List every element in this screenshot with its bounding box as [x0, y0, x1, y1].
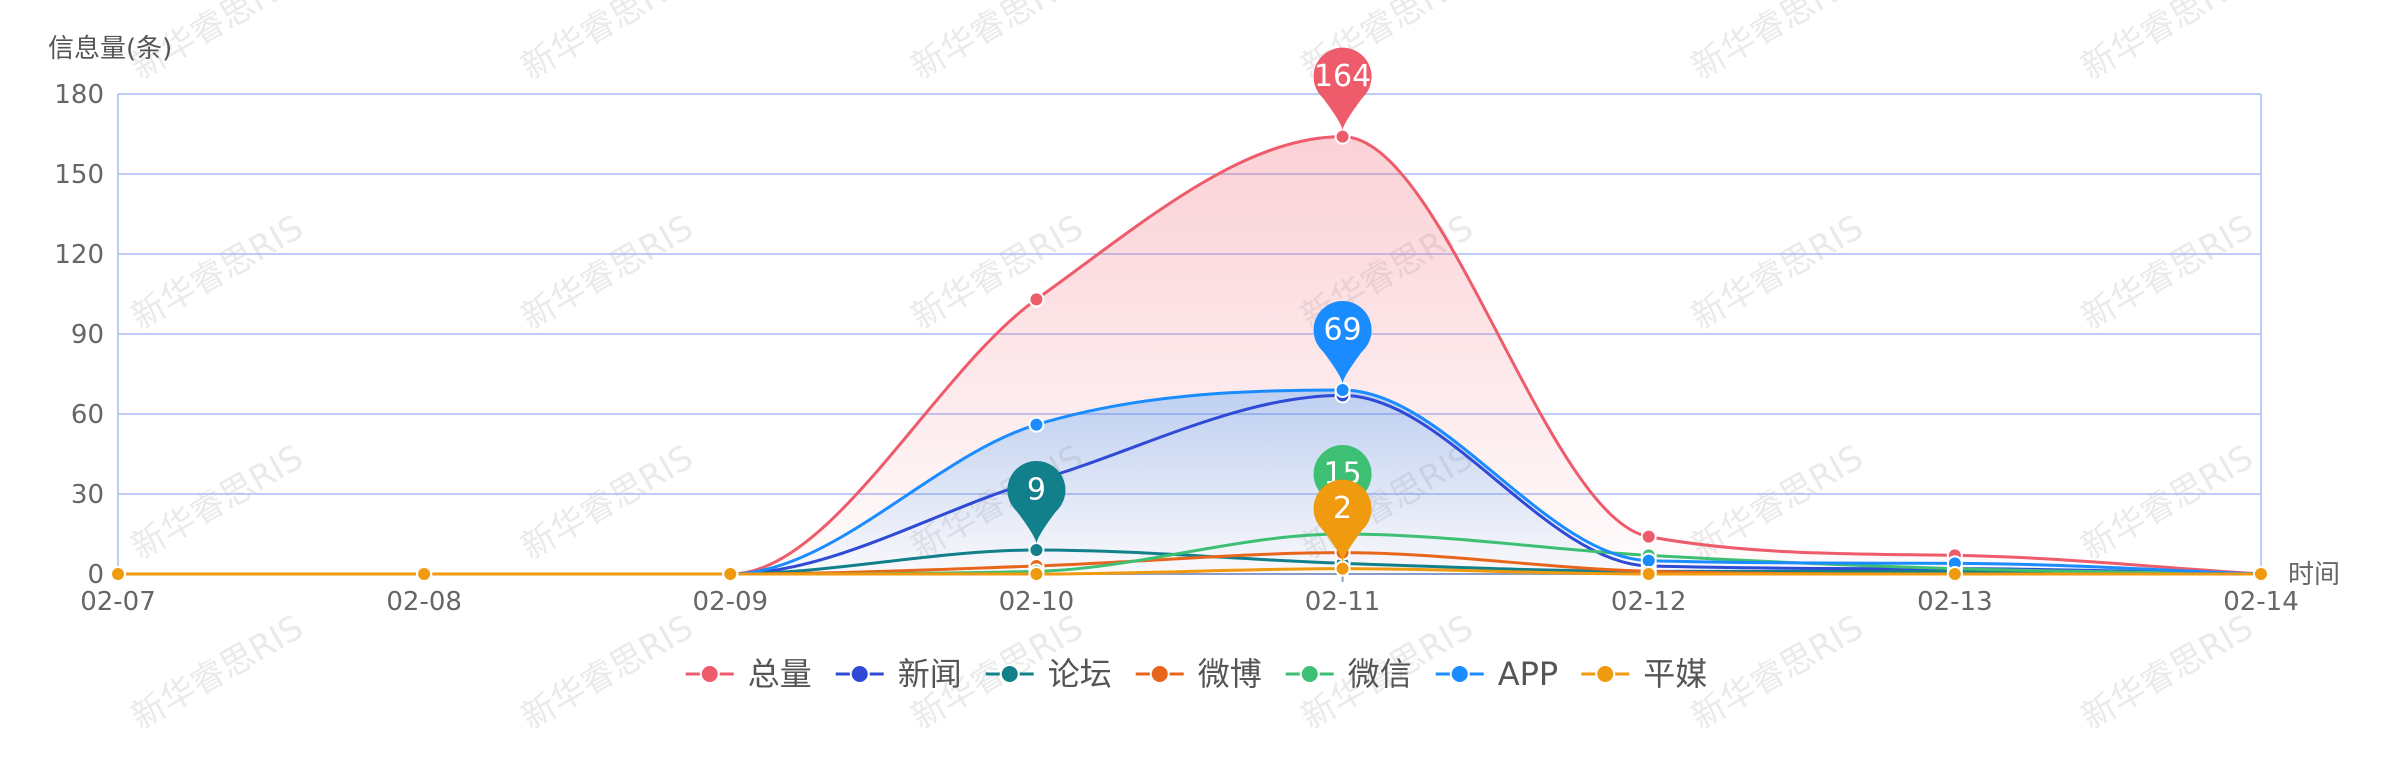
points-layer [110, 128, 2269, 582]
pin-label: 2 [1333, 491, 1352, 526]
legend-item-平媒: 平媒 [1581, 655, 1707, 693]
areas-layer [118, 136, 2261, 574]
watermark-text: 新华睿思RIS [515, 0, 701, 88]
pin-label: 69 [1323, 313, 1361, 348]
watermark-text: 新华睿思RIS [125, 438, 311, 568]
watermark-text: 新华睿思RIS [125, 608, 311, 738]
y-axis-title: 信息量(条) [48, 34, 172, 64]
data-point-平媒 [1028, 566, 1045, 582]
annotation-pin-论坛: 9 [1007, 461, 1066, 544]
pin-head [1313, 47, 1372, 106]
legend-item-总量: 总量 [685, 655, 812, 693]
watermark-text: 新华睿思RIS [905, 0, 1091, 88]
watermark-text: 新华睿思RIS [125, 208, 311, 338]
y-tick-label: 150 [54, 160, 104, 190]
legend-item-论坛: 论坛 [985, 655, 1112, 693]
x-tick-label: 02-10 [999, 587, 1075, 617]
watermark-text: 新华睿思RIS [2075, 208, 2261, 338]
y-tick-label: 60 [71, 400, 104, 430]
series-line-平媒 [118, 567, 2261, 576]
legend-label: 微博 [1198, 655, 1262, 693]
legend-label: 论坛 [1048, 655, 1112, 693]
lines-layer [118, 135, 2262, 576]
legend-marker-icon [999, 664, 1020, 684]
legend-label: 总量 [748, 655, 812, 693]
x-tick-label: 02-11 [1305, 587, 1381, 617]
pin-head [1313, 479, 1372, 538]
y-tick-label: 0 [87, 560, 104, 590]
data-point-平媒 [1640, 566, 1657, 582]
watermark-text: 新华睿思RIS [2075, 0, 2261, 88]
legend-marker-icon [1595, 664, 1616, 684]
x-tick-label: 02-12 [1611, 587, 1687, 617]
watermark-text: 新华睿思RIS [2075, 438, 2261, 568]
pin-head [1313, 301, 1372, 359]
legend-label: 微信 [1348, 655, 1412, 693]
legend-label: 平媒 [1643, 655, 1707, 693]
legend-item-微博: 微博 [1135, 655, 1262, 693]
legend-item-新闻: 新闻 [835, 655, 962, 693]
y-tick-label: 120 [54, 240, 104, 270]
x-axis-title: 时间 [2288, 560, 2340, 590]
pin-head [1007, 461, 1066, 519]
watermark-text: 新华睿思RIS [515, 438, 701, 568]
series-area-APP [118, 390, 2261, 574]
data-point-平媒 [1946, 566, 1963, 582]
data-point-平媒 [416, 566, 433, 582]
x-tick-label: 02-13 [1917, 587, 1993, 617]
data-point-总量 [1640, 528, 1657, 545]
watermark-text: 新华睿思RIS [515, 608, 701, 738]
data-point-总量 [1028, 291, 1045, 308]
data-point-总量 [1334, 128, 1351, 145]
legend-label: APP [1498, 655, 1558, 693]
annotation-pin-平媒: 2 [1313, 479, 1372, 563]
y-tick-label: 180 [54, 80, 104, 110]
pin-label: 164 [1314, 59, 1371, 94]
watermark-text: 新华睿思RIS [1685, 608, 1871, 738]
data-point-平媒 [2253, 566, 2269, 582]
pin-label: 9 [1027, 473, 1046, 508]
legend-marker-icon [1449, 664, 1470, 684]
data-point-APP [1334, 382, 1351, 398]
data-point-平媒 [722, 566, 739, 582]
y-tick-label: 90 [71, 320, 104, 350]
legend-marker-icon [1149, 664, 1170, 684]
annotation-pin-总量: 164 [1313, 47, 1372, 131]
watermark-text: 新华睿思RIS [1685, 208, 1871, 338]
annotation-pin-APP: 69 [1313, 301, 1372, 384]
legend-marker-icon [699, 664, 720, 684]
data-point-APP [1028, 416, 1045, 433]
legend-marker-icon [1299, 664, 1320, 684]
x-tick-label: 02-08 [386, 587, 462, 617]
data-point-APP [1640, 552, 1657, 569]
legend-item-APP: APP [1435, 655, 1558, 693]
y-tick-label: 30 [71, 480, 104, 510]
axes-layer: 信息量(条) 时间 0 30 60 90 120 150 180 02-07 02-08 02-0… [48, 34, 2340, 617]
x-tick-label: 02-09 [693, 587, 769, 617]
x-tick-label: 02-07 [80, 587, 156, 617]
data-point-平媒 [1334, 560, 1351, 577]
legend-item-微信: 微信 [1285, 655, 1412, 693]
watermark-text: 新华睿思RIS [2075, 608, 2261, 738]
data-point-论坛 [1028, 542, 1045, 558]
x-tick-label: 02-14 [2223, 587, 2299, 617]
series-area-总量 [118, 136, 2261, 574]
legend: 总量 新闻 论坛 微博 微信 APP 平媒 [685, 655, 1707, 693]
legend-marker-icon [849, 664, 870, 684]
watermark-text: 新华睿思RIS [515, 208, 701, 338]
legend-label: 新闻 [898, 655, 962, 693]
data-point-平媒 [110, 566, 126, 582]
watermark-text: 新华睿思RIS [1685, 0, 1871, 88]
